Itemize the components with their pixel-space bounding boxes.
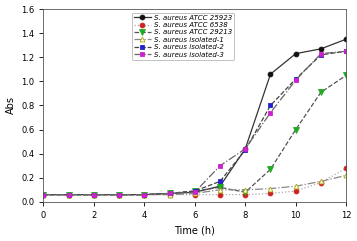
S. aureus isolated-2 [344,50,348,53]
S. aureus ATCC 6538 [142,193,146,196]
S. aureus isolated-1 [319,180,323,183]
S. aureus ATCC 29213 [243,191,247,194]
S. aureus ATCC 6538 [218,193,222,196]
Y-axis label: Abs: Abs [6,96,16,114]
S. aureus isolated-3 [92,193,96,196]
Line: S. aureus isolated-1: S. aureus isolated-1 [41,173,349,197]
S. aureus ATCC 29213 [167,192,172,195]
S. aureus isolated-3 [218,164,222,167]
Line: S. aureus isolated-2: S. aureus isolated-2 [41,49,349,197]
S. aureus ATCC 25923 [167,192,172,195]
S. aureus isolated-3 [268,111,273,114]
S. aureus isolated-1 [41,193,46,196]
S. aureus isolated-2 [66,193,71,196]
S. aureus ATCC 6538 [243,193,247,196]
S. aureus isolated-3 [193,191,197,194]
Line: S. aureus ATCC 29213: S. aureus ATCC 29213 [41,73,349,197]
S. aureus ATCC 6538 [167,193,172,196]
S. aureus isolated-2 [218,180,222,183]
S. aureus ATCC 29213 [293,128,298,131]
Line: S. aureus ATCC 25923: S. aureus ATCC 25923 [41,37,349,197]
S. aureus isolated-3 [41,193,46,196]
S. aureus ATCC 29213 [117,193,121,196]
S. aureus isolated-1 [243,188,247,191]
S. aureus ATCC 6538 [319,181,323,184]
S. aureus ATCC 29213 [193,190,197,193]
S. aureus ATCC 6538 [66,193,71,196]
S. aureus ATCC 29213 [268,168,273,171]
S. aureus isolated-3 [117,193,121,196]
X-axis label: Time (h): Time (h) [174,225,215,235]
S. aureus ATCC 6538 [41,193,46,196]
S. aureus ATCC 6538 [344,167,348,170]
S. aureus isolated-2 [293,78,298,80]
S. aureus isolated-3 [293,79,298,82]
S. aureus isolated-3 [142,193,146,196]
S. aureus isolated-3 [167,192,172,195]
S. aureus ATCC 25923 [319,47,323,50]
S. aureus isolated-2 [193,190,197,193]
S. aureus ATCC 6538 [293,190,298,193]
S. aureus isolated-1 [167,193,172,196]
S. aureus isolated-1 [142,193,146,196]
S. aureus isolated-1 [193,192,197,195]
S. aureus ATCC 25923 [92,193,96,196]
Line: S. aureus isolated-3: S. aureus isolated-3 [41,49,349,197]
S. aureus isolated-2 [117,193,121,196]
S. aureus isolated-2 [142,193,146,196]
S. aureus ATCC 29213 [66,193,71,196]
S. aureus isolated-1 [344,174,348,177]
S. aureus ATCC 25923 [142,193,146,196]
S. aureus isolated-2 [319,54,323,56]
S. aureus ATCC 25923 [117,193,121,196]
S. aureus ATCC 29213 [319,91,323,94]
S. aureus ATCC 6538 [268,192,273,195]
S. aureus isolated-2 [167,192,172,195]
S. aureus ATCC 29213 [142,193,146,196]
S. aureus isolated-3 [243,147,247,150]
S. aureus isolated-1 [92,193,96,196]
S. aureus isolated-1 [66,193,71,196]
S. aureus ATCC 25923 [268,73,273,76]
S. aureus ATCC 25923 [66,193,71,196]
S. aureus isolated-3 [66,193,71,196]
S. aureus isolated-3 [344,50,348,53]
S. aureus ATCC 6538 [193,193,197,196]
Line: S. aureus ATCC 6538: S. aureus ATCC 6538 [41,166,349,197]
S. aureus isolated-2 [268,104,273,107]
S. aureus isolated-1 [117,193,121,196]
S. aureus isolated-2 [92,193,96,196]
Legend: S. aureus ATCC 25923, S. aureus ATCC 6538, S. aureus ATCC 29213, S. aureus isola: S. aureus ATCC 25923, S. aureus ATCC 653… [132,13,234,60]
S. aureus ATCC 25923 [243,147,247,150]
S. aureus ATCC 6538 [117,193,121,196]
S. aureus isolated-1 [293,185,298,188]
S. aureus ATCC 25923 [344,38,348,41]
S. aureus isolated-3 [319,52,323,55]
S. aureus ATCC 29213 [41,193,46,196]
S. aureus isolated-2 [243,149,247,152]
S. aureus ATCC 6538 [92,193,96,196]
S. aureus ATCC 29213 [218,186,222,189]
S. aureus ATCC 29213 [92,193,96,196]
S. aureus isolated-1 [268,187,273,190]
S. aureus isolated-2 [41,193,46,196]
S. aureus ATCC 25923 [193,191,197,194]
S. aureus ATCC 25923 [218,185,222,188]
S. aureus isolated-1 [218,188,222,191]
S. aureus ATCC 25923 [293,52,298,55]
S. aureus ATCC 25923 [41,193,46,196]
S. aureus ATCC 29213 [344,74,348,77]
